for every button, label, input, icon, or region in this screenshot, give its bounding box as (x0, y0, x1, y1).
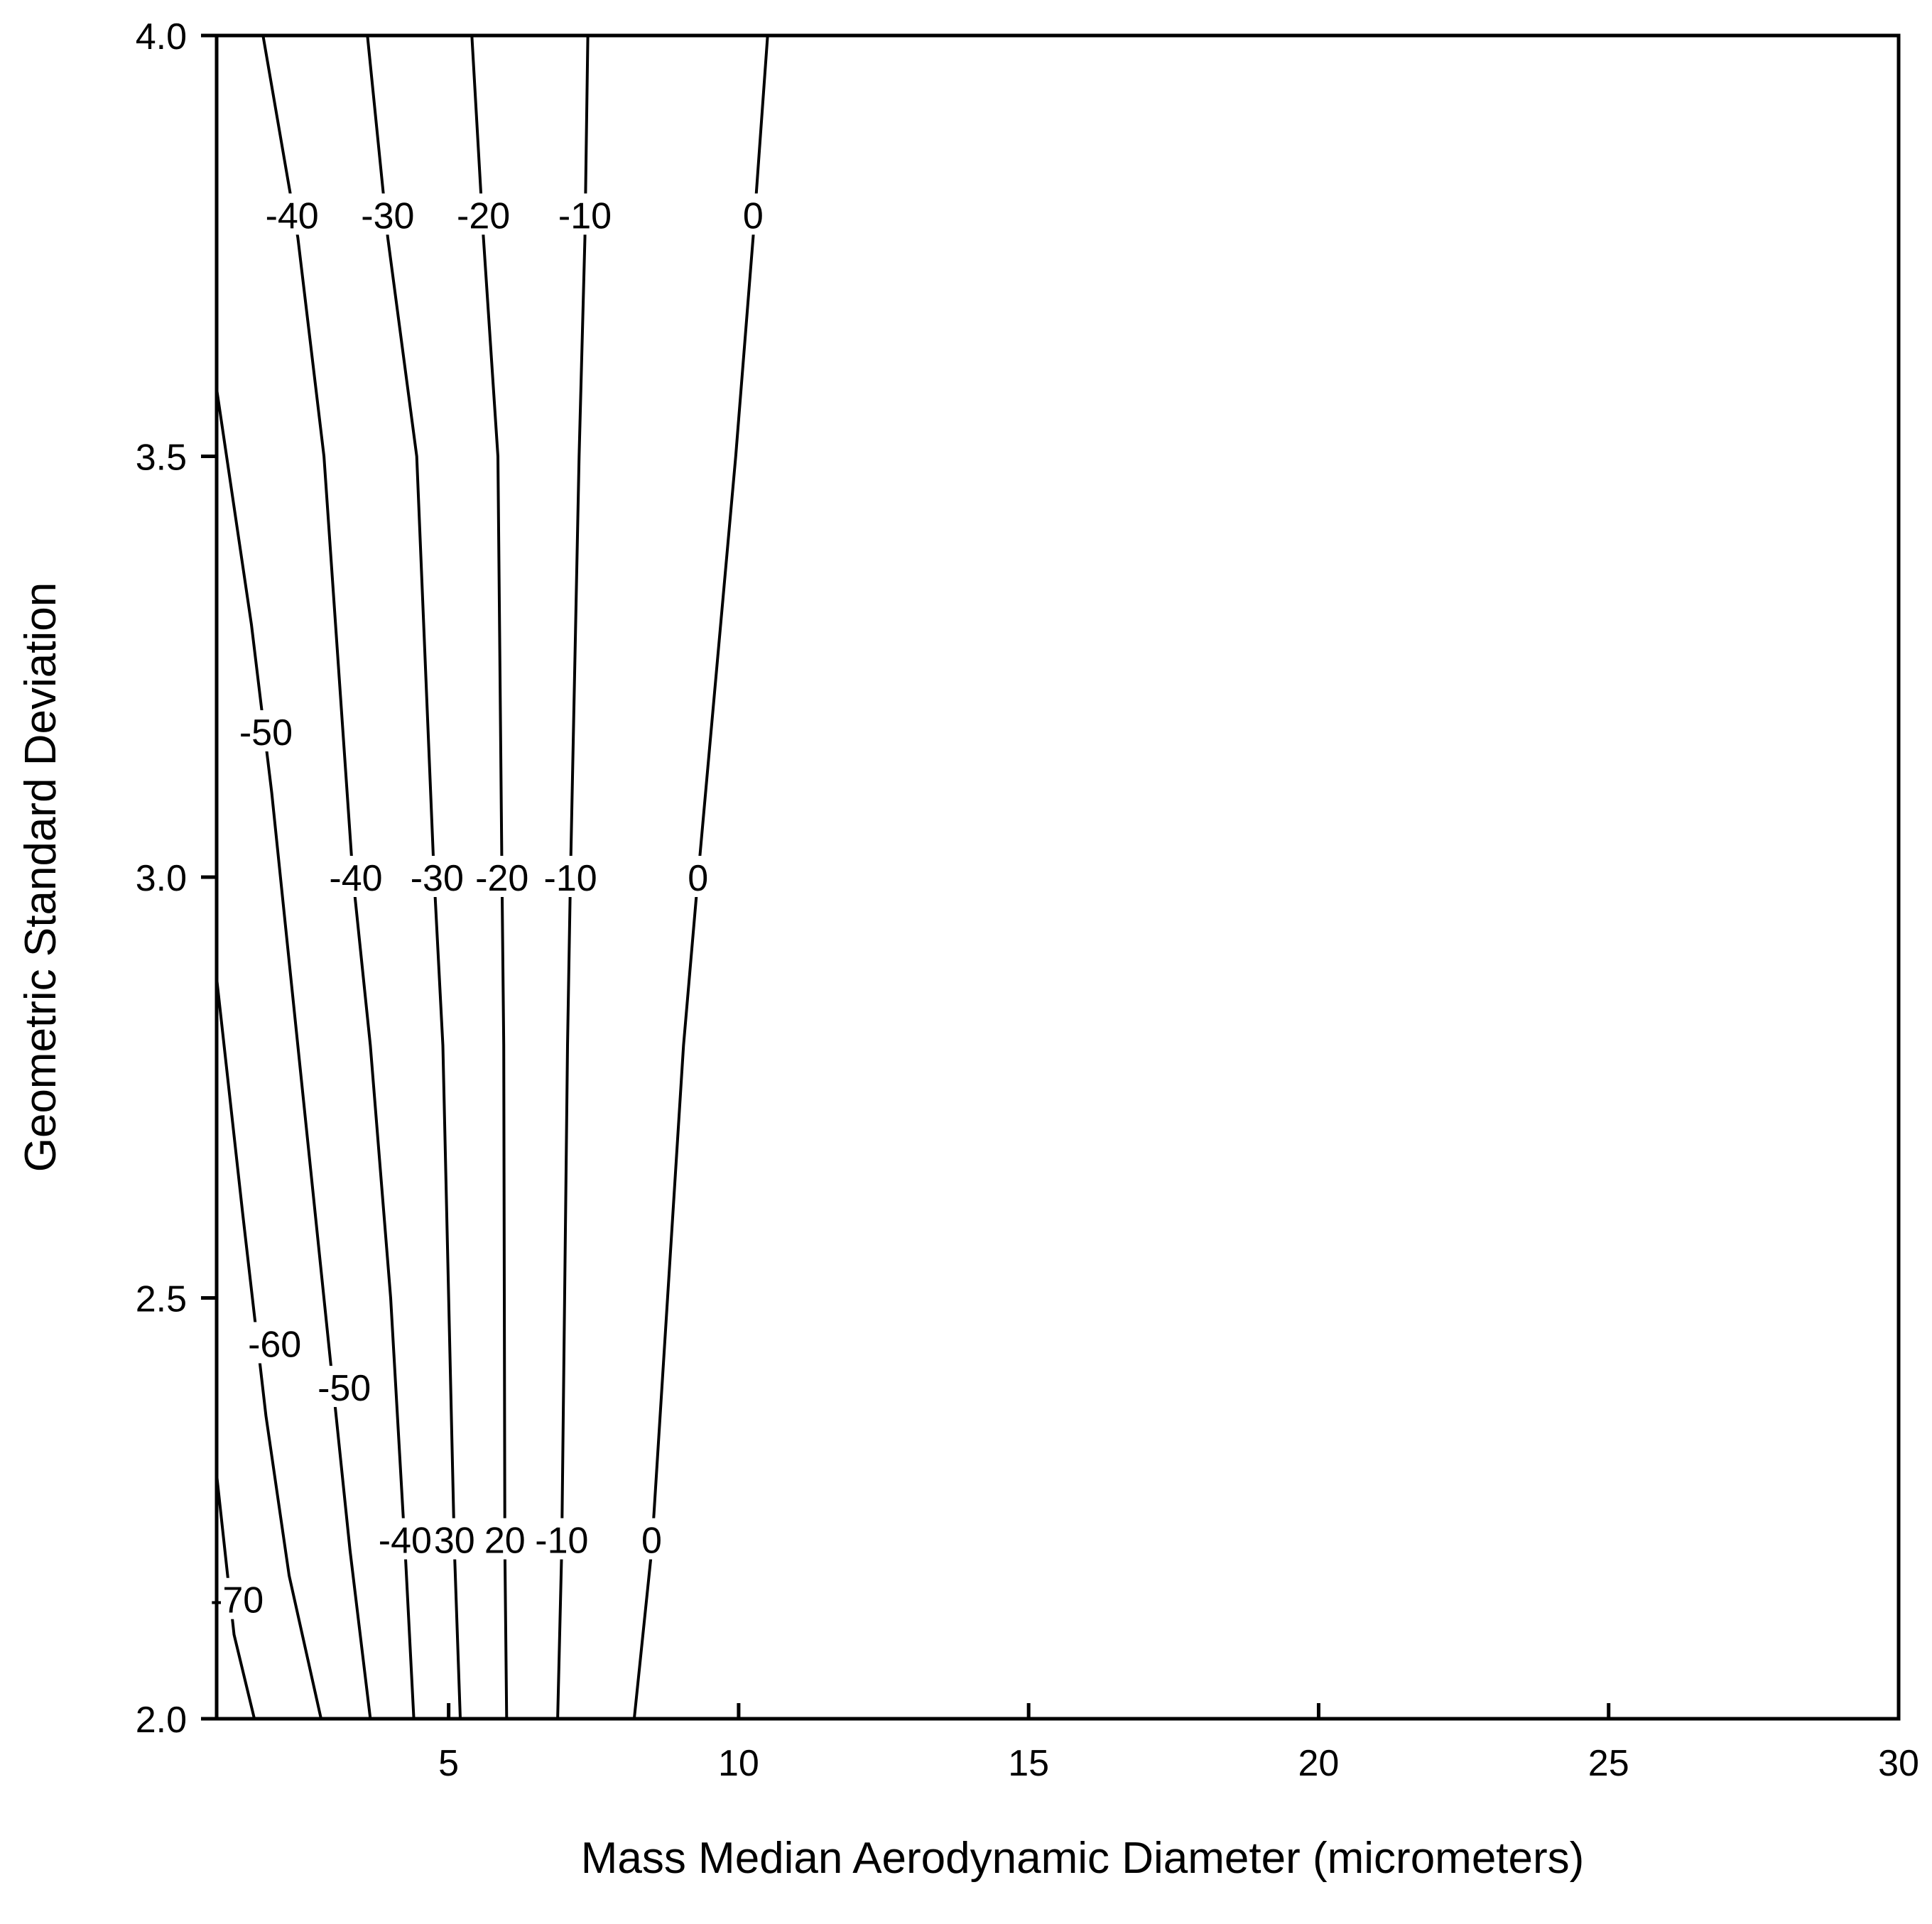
contour-label-background (482, 1518, 527, 1560)
contour-label-background (741, 193, 765, 235)
contour-label-group: -20 (470, 856, 535, 899)
contour-label: -40 (266, 195, 319, 237)
contour-label-group: -10 (529, 1518, 595, 1562)
x-tick-label: 10 (718, 1743, 759, 1784)
contour-label: -10 (558, 195, 612, 237)
contour-label: 30 (434, 1521, 475, 1562)
contour-label-group: 30 (432, 1518, 477, 1562)
x-tick-label: 20 (1298, 1743, 1340, 1784)
contour-label-group: -30 (404, 856, 470, 899)
contour-label-group: -40 (323, 856, 389, 899)
contour-label-background (372, 1518, 438, 1560)
contour-label: -50 (318, 1368, 371, 1409)
contour-label-background (553, 193, 618, 235)
x-tick-label: 5 (438, 1743, 459, 1784)
contour-label: -50 (239, 712, 293, 754)
contour-label-group: -30 (355, 193, 420, 237)
contour-label-group: 0 (741, 193, 765, 237)
contour-line-neg70 (215, 1474, 256, 1719)
contour-label-group: 0 (686, 856, 710, 899)
contour-label-background (233, 710, 298, 751)
y-axis: 2.0 2.5 3.0 3.5 4.0 (136, 16, 217, 1741)
contour-label: 0 (743, 195, 764, 237)
y-tick-label: 3.5 (136, 437, 187, 479)
y-tick-label: 4.0 (136, 16, 187, 58)
contour-label-background (323, 856, 389, 897)
contour-labels: -40 -30 -20 -10 0-50-40 -30 -20 -10 0-60-50-40 30… (205, 193, 765, 1621)
contour-label-background (312, 1366, 377, 1408)
contour-label-background (242, 1322, 308, 1364)
contour-label: 0 (641, 1521, 662, 1562)
contour-label-group: -10 (538, 856, 603, 899)
contour-label-group: -70 (205, 1577, 270, 1621)
contour-label-background (404, 856, 470, 897)
contour-label: -60 (248, 1324, 301, 1365)
contour-label-group: -10 (553, 193, 618, 237)
contour-label-group: -40 (259, 193, 325, 237)
contour-label: -30 (411, 858, 464, 899)
x-tick-label: 25 (1588, 1743, 1629, 1784)
contour-label: -40 (329, 858, 382, 899)
contour-label-group: -50 (312, 1366, 377, 1409)
contour-label: -30 (361, 195, 414, 237)
y-axis-title: Geometric Standard Deviation (16, 582, 65, 1173)
contour-label-group: -40 (372, 1518, 438, 1562)
x-tick-label: 30 (1878, 1743, 1919, 1784)
contour-line-neg50 (215, 388, 372, 1719)
contour-label-background (259, 193, 325, 235)
contour-label-background (529, 1518, 595, 1560)
contour-label-group: -20 (451, 193, 516, 237)
contour-label: -70 (210, 1580, 264, 1621)
contour-label-group: 0 (639, 1518, 663, 1562)
contour-line-neg40 (261, 35, 416, 1719)
contour-label: -10 (544, 858, 597, 899)
contour-label-background (355, 193, 420, 235)
contour-label-background (451, 193, 516, 235)
contour-label-group: 20 (482, 1518, 527, 1562)
contour-label-background (432, 1518, 477, 1560)
contour-label: -20 (475, 858, 528, 899)
contour-label-background (639, 1518, 663, 1560)
y-tick-label: 3.0 (136, 858, 187, 899)
contour-label-background (470, 856, 535, 897)
x-axis: 5 10 15 20 25 30 (438, 1703, 1919, 1784)
contour-label-group: -60 (242, 1322, 308, 1365)
y-tick-label: 2.0 (136, 1700, 187, 1741)
y-tick-label: 2.5 (136, 1279, 187, 1320)
contour-label-group: -50 (233, 710, 298, 754)
x-axis-title: Mass Median Aerodynamic Diameter (microm… (581, 1834, 1585, 1883)
contour-label: -20 (457, 195, 510, 237)
contour-label-background (538, 856, 603, 897)
x-tick-label: 15 (1008, 1743, 1049, 1784)
contour-line-neg60 (215, 977, 322, 1719)
contour-label: 20 (484, 1521, 526, 1562)
contour-label: 0 (688, 858, 708, 899)
contour-label-background (686, 856, 710, 897)
contour-label: -40 (379, 1521, 432, 1562)
contour-label: -10 (535, 1521, 588, 1562)
